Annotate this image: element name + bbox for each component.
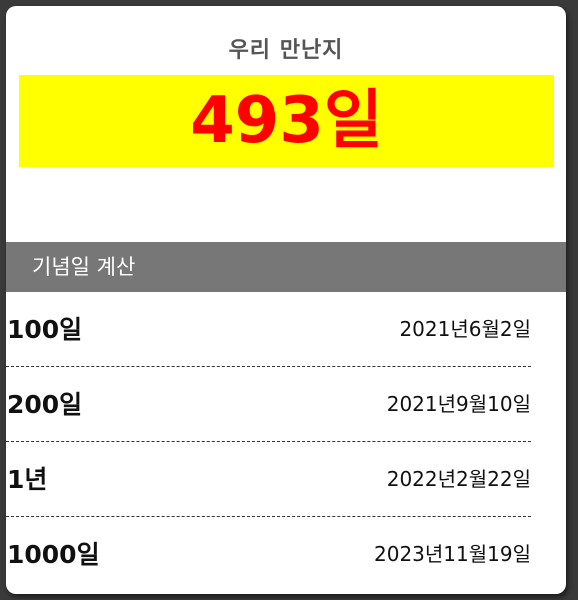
page-title: 우리 만난지: [228, 38, 344, 63]
anniversary-section-header: 기념일 계산: [6, 242, 566, 292]
list-item: 1000일 2023년11월19일: [6, 517, 531, 591]
section-title: 기념일 계산: [32, 255, 136, 279]
anniversary-date: 2021년6월2일: [399, 317, 531, 341]
anniversary-label: 100일: [7, 315, 83, 344]
anniversary-date: 2021년9월10일: [386, 392, 531, 416]
list-item: 200일 2021년9월10일: [6, 367, 531, 442]
days-count-box: 493일: [19, 75, 554, 167]
days-count: 493일: [190, 84, 383, 158]
anniversary-date: 2023년11월19일: [374, 542, 531, 566]
anniversary-date: 2022년2월22일: [386, 467, 531, 491]
list-item: 100일 2021년6월2일: [6, 292, 531, 367]
anniversary-list: 100일 2021년6월2일 200일 2021년9월10일 1년 2022년2…: [6, 292, 531, 591]
anniversary-label: 1000일: [7, 540, 100, 569]
anniversary-label: 1년: [7, 465, 48, 494]
list-item: 1년 2022년2월22일: [6, 442, 531, 517]
anniversary-label: 200일: [7, 390, 83, 419]
dday-card: 우리 만난지 493일 기념일 계산 100일 2021년6월2일 200일 2…: [6, 6, 566, 594]
